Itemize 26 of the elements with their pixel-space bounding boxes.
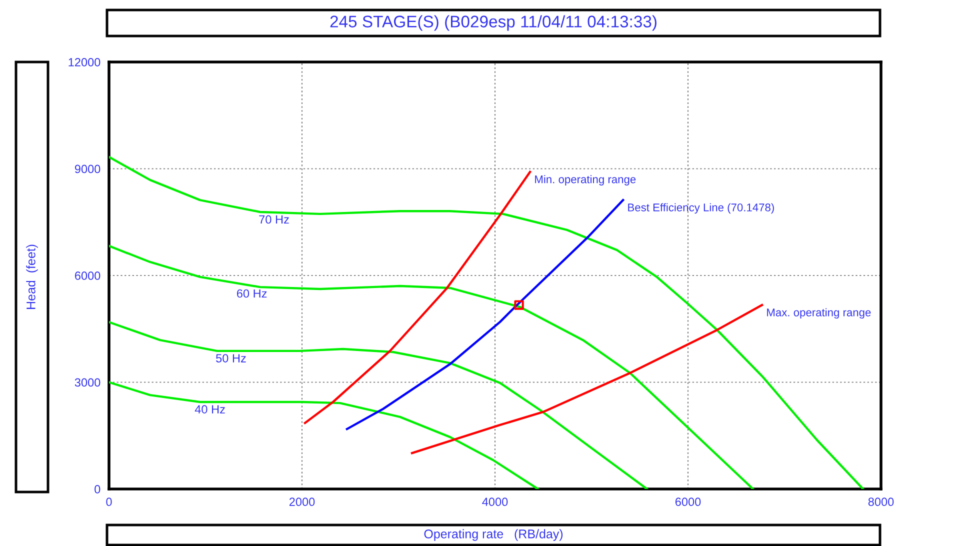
x-tick-label: 0 [106,498,112,506]
annotation: 60 Hz [237,289,267,298]
line-series [109,381,540,489]
annotation: Min. operating range [535,175,636,186]
line-series [109,244,754,489]
line-series [410,304,764,454]
y-tick-label: 6000 [75,272,100,280]
line-series [346,198,624,430]
y-axis-title: Head (feet) [26,244,38,309]
y-tick-label: 9000 [74,164,100,174]
y-tick-label: 0 [94,485,100,494]
y-tick-label: 3000 [74,378,100,387]
annotation: Max. operating range [767,308,871,319]
x-tick-label: 8000 [868,498,894,506]
line-series [304,170,532,424]
x-tick-label: 4000 [482,498,508,506]
annotation: 70 Hz [259,215,289,224]
x-tick-label: 6000 [675,498,701,506]
annotation: 40 Hz [194,405,225,414]
x-axis-title: Operating rate (RB/day) [424,529,563,541]
y-tick-label: 12000 [68,58,100,66]
chart-title: 245 STAGE(S) (B029esp 11/04/11 04:13:33) [330,15,656,31]
annotation: 50 Hz [216,354,246,362]
line-series [109,321,648,489]
annotation: Best Efficiency Line (70.1478) [628,203,774,214]
x-tick-label: 2000 [289,498,315,506]
